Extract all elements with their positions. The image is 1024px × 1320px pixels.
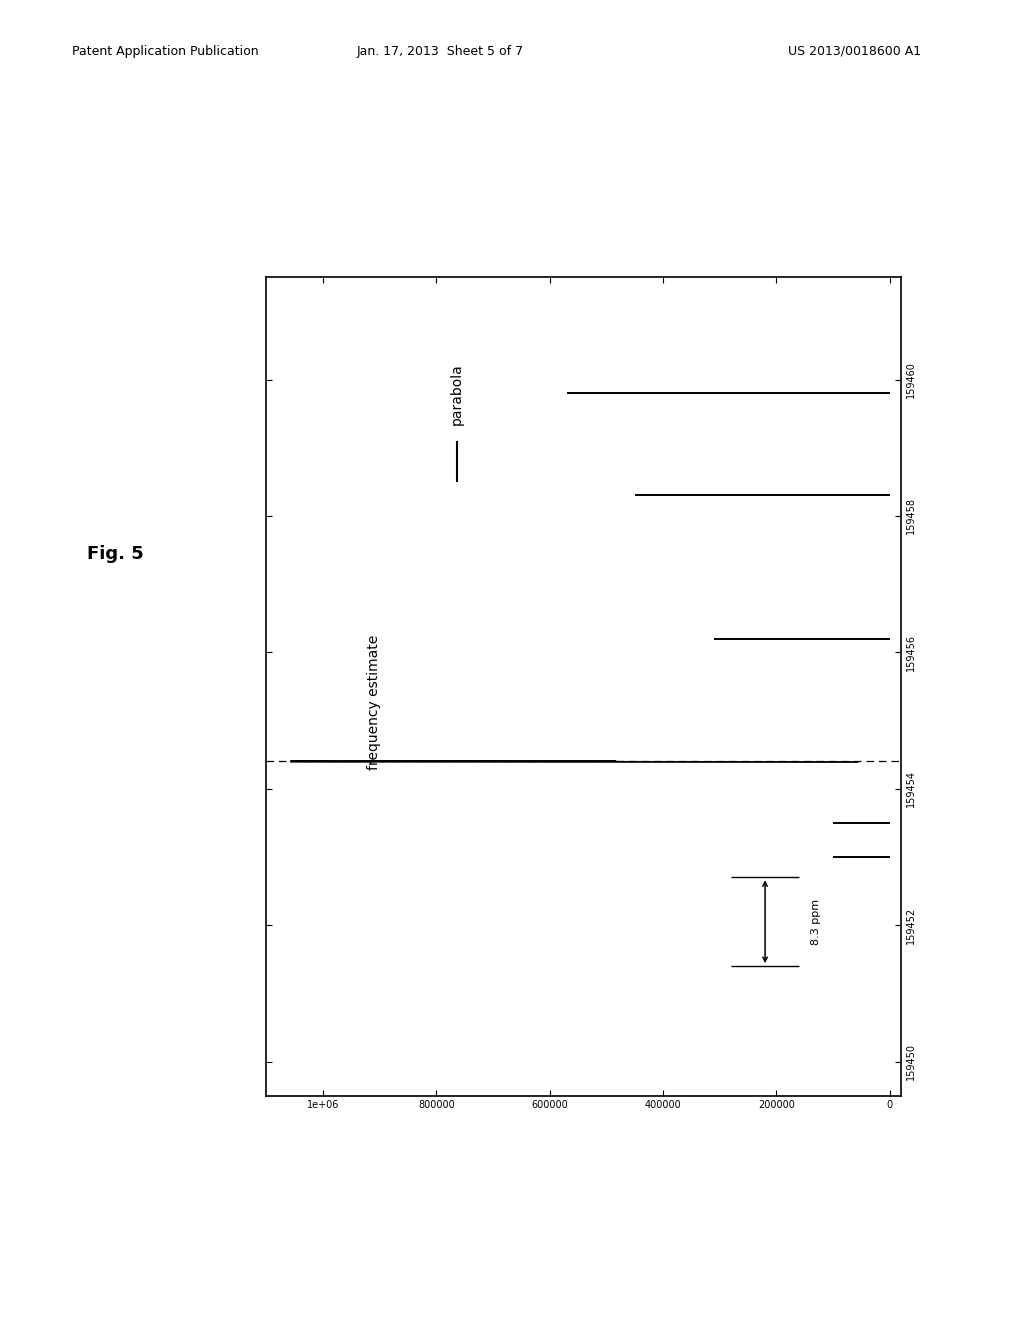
Text: US 2013/0018600 A1: US 2013/0018600 A1 <box>788 45 922 58</box>
Text: frequency estimate: frequency estimate <box>368 635 381 771</box>
Text: parabola: parabola <box>450 363 464 425</box>
Text: Patent Application Publication: Patent Application Publication <box>72 45 258 58</box>
Text: 8.3 ppm: 8.3 ppm <box>811 899 821 945</box>
Text: Jan. 17, 2013  Sheet 5 of 7: Jan. 17, 2013 Sheet 5 of 7 <box>356 45 524 58</box>
Text: Fig. 5: Fig. 5 <box>87 545 143 564</box>
